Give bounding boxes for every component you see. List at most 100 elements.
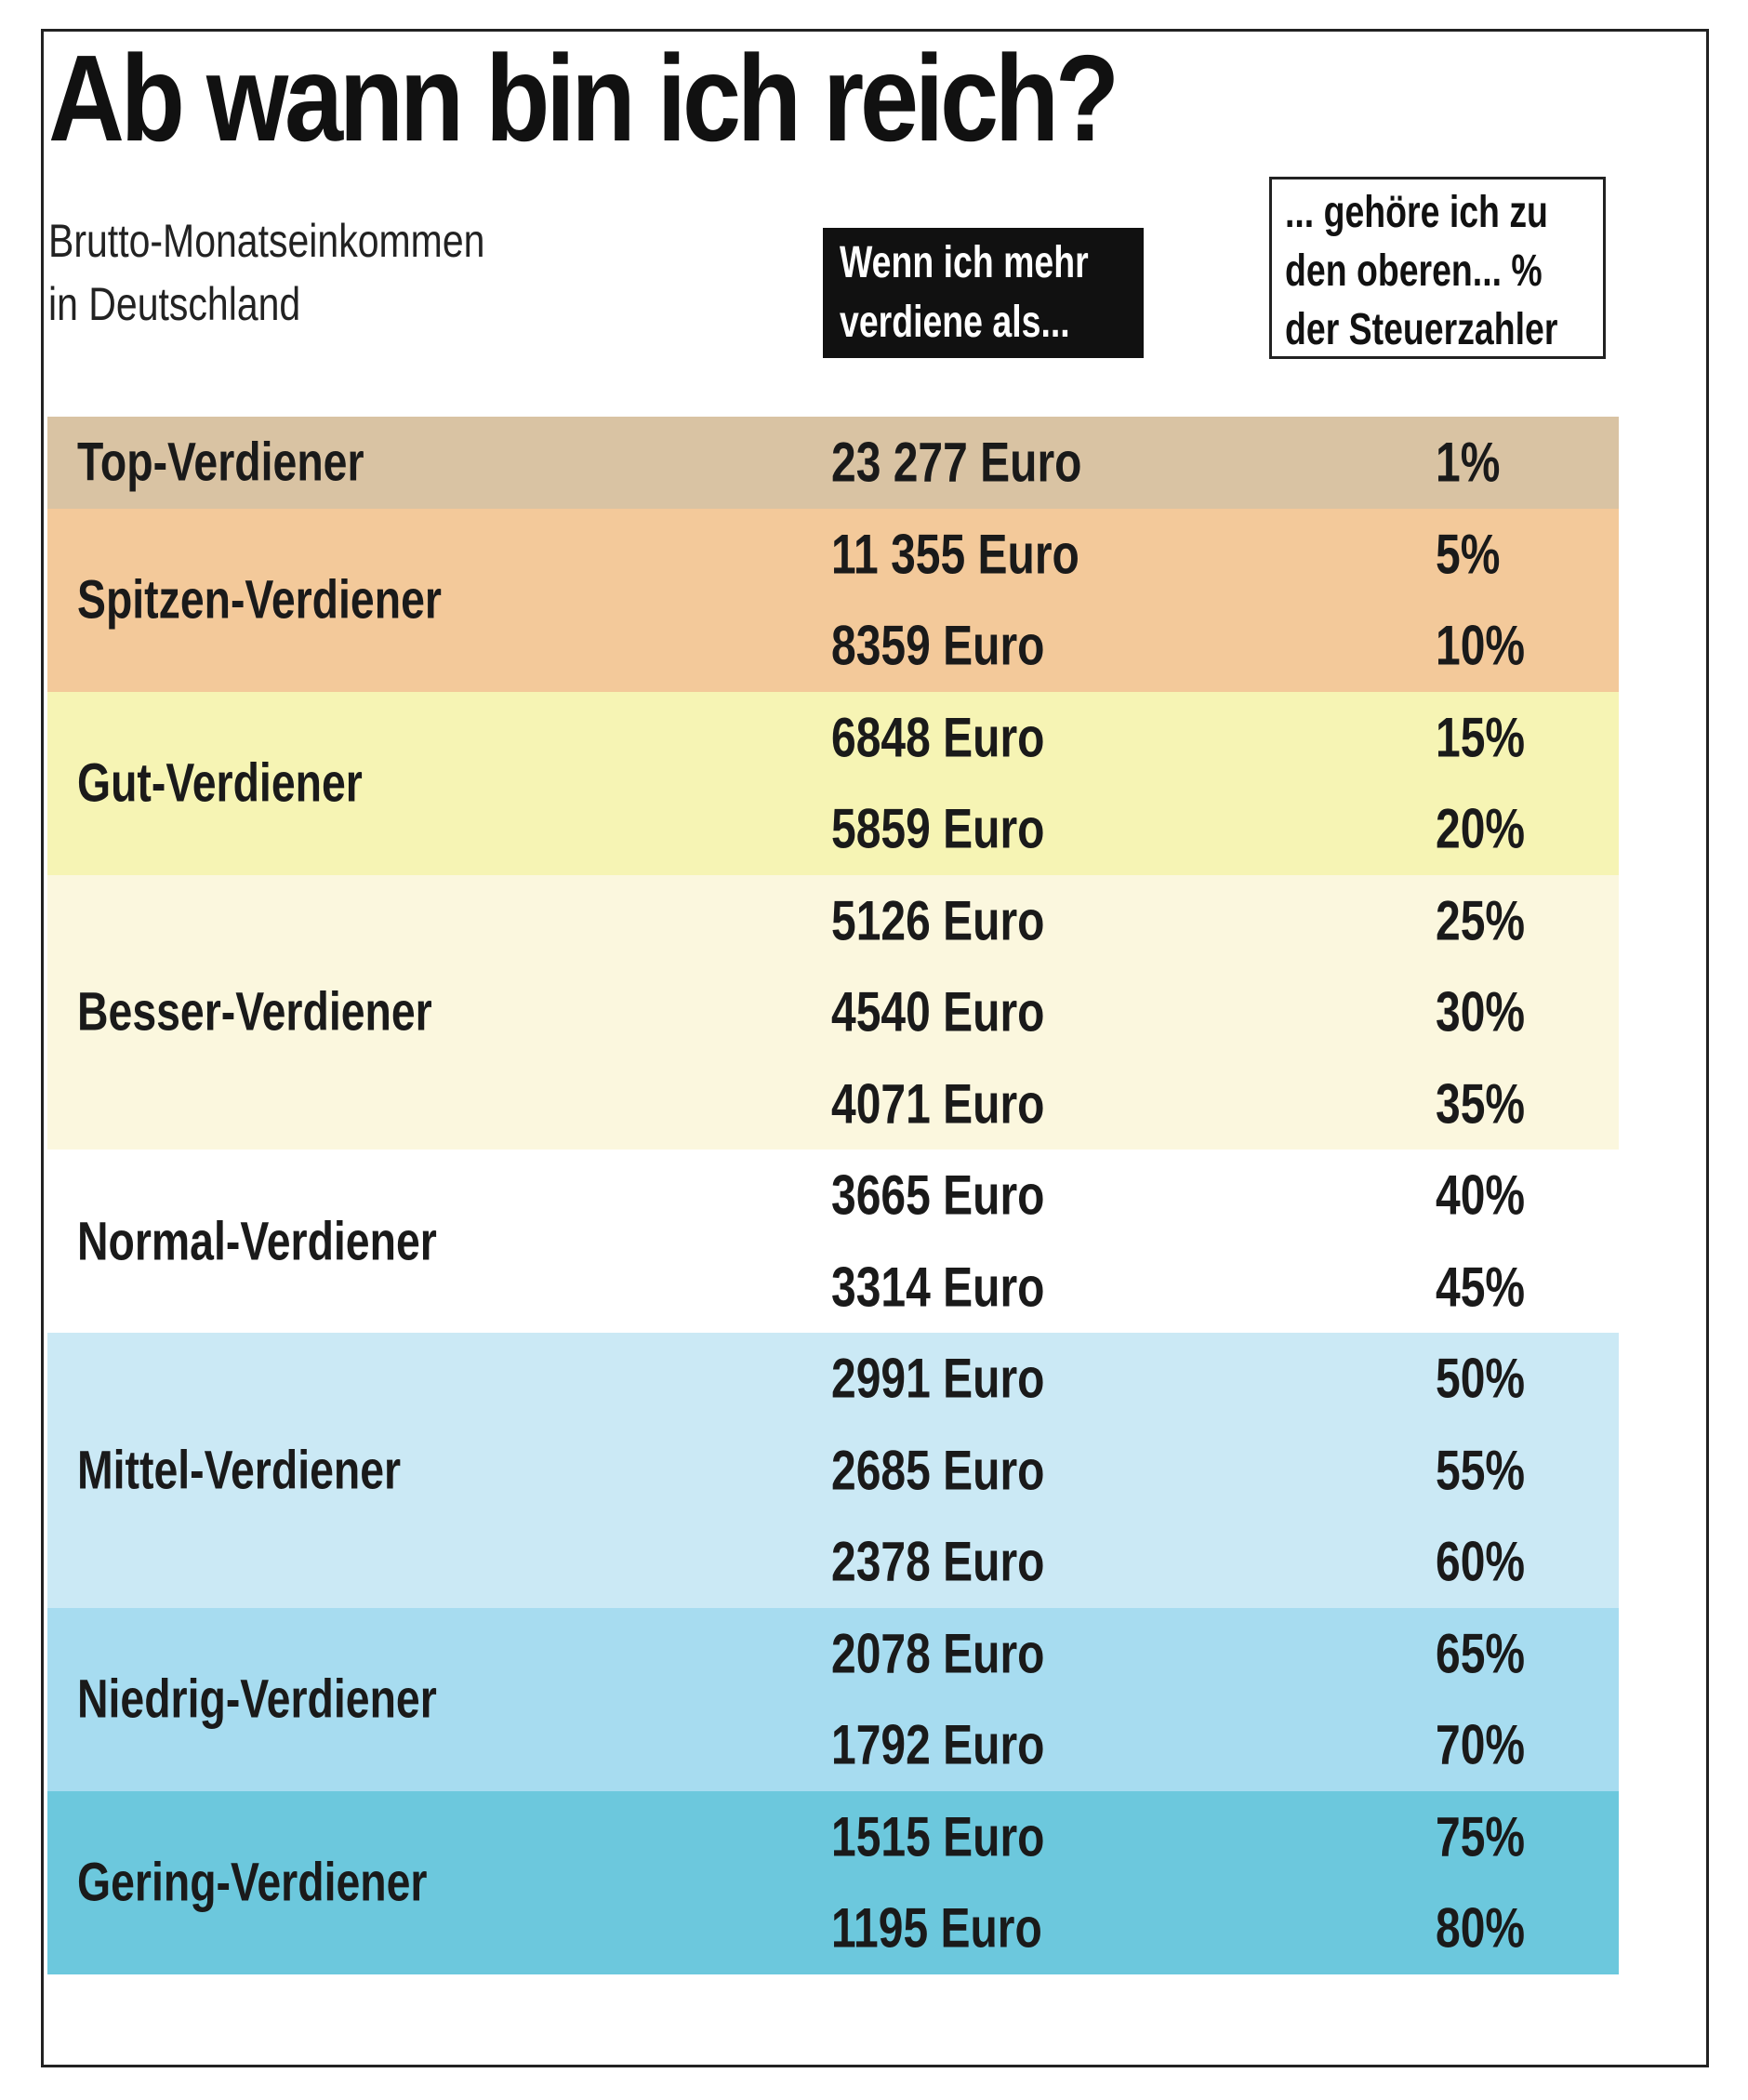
- percent-cell: 10%: [1436, 614, 1547, 678]
- column-header-percent-line-3: der Steuerzahler: [1285, 305, 1558, 354]
- amount-value: 1515 Euro: [831, 1805, 1045, 1868]
- percent-cell: 15%: [1436, 705, 1547, 769]
- percent-cell: 35%: [1436, 1071, 1547, 1136]
- percent-cell: 25%: [1436, 888, 1547, 952]
- table-group: Spitzen-Verdiener 11 355 Euro 5% 8359 Euro 1…: [47, 508, 1619, 692]
- percent-cell: 80%: [1436, 1896, 1547, 1960]
- column-header-percent-line-1: ... gehöre ich zu: [1285, 188, 1548, 237]
- table-row: 5859 Euro 20%: [47, 783, 1619, 875]
- amount-cell: 2991 Euro: [831, 1347, 1098, 1411]
- table-row: 11 355 Euro 5%: [47, 509, 1619, 601]
- group-label: Niedrig-Verdiener: [77, 1668, 526, 1731]
- amount-value: 3665 Euro: [831, 1163, 1045, 1227]
- amount-cell: 6848 Euro: [831, 705, 1098, 769]
- amount-value: 6848 Euro: [831, 706, 1045, 769]
- percent-value: 30%: [1436, 980, 1526, 1043]
- amount-cell: 4540 Euro: [831, 980, 1098, 1044]
- column-header-amount-line-2: verdiene als...: [840, 298, 1070, 347]
- amount-cell: 1195 Euro: [831, 1896, 1095, 1960]
- amount-cell: 5126 Euro: [831, 888, 1098, 952]
- income-table: Top-Verdiener 23 277 Euro 1% Spitzen-Verdie…: [47, 417, 1619, 1974]
- table-row: 8359 Euro 10%: [47, 600, 1619, 692]
- percent-cell: 60%: [1436, 1530, 1547, 1594]
- table-row: 2078 Euro 65%: [47, 1608, 1619, 1700]
- amount-value: 11 355 Euro: [831, 523, 1079, 586]
- percent-value: 20%: [1436, 797, 1526, 860]
- amount-value: 2991 Euro: [831, 1347, 1045, 1410]
- percent-value: 80%: [1436, 1896, 1526, 1960]
- table-row: 1792 Euro 70%: [47, 1699, 1619, 1791]
- table-row: 6848 Euro 15%: [47, 692, 1619, 784]
- subtitle-line-2: in Deutschland: [48, 278, 301, 330]
- amount-cell: 2685 Euro: [831, 1438, 1098, 1502]
- amount-value: 4071 Euro: [831, 1072, 1045, 1136]
- percent-value: 55%: [1436, 1439, 1526, 1502]
- amount-value: 1792 Euro: [831, 1713, 1045, 1776]
- column-header-amount: Wenn ich mehr verdiene als...: [823, 228, 1144, 358]
- amount-value: 2685 Euro: [831, 1439, 1045, 1502]
- amount-cell: 11 355 Euro: [831, 522, 1142, 586]
- table-row: 5126 Euro 25%: [47, 875, 1619, 967]
- column-header-amount-line-1: Wenn ich mehr: [840, 238, 1089, 287]
- amount-cell: 8359 Euro: [831, 614, 1098, 678]
- percent-value: 70%: [1436, 1713, 1526, 1776]
- amount-value: 2078 Euro: [831, 1622, 1045, 1685]
- group-label: Mittel-Verdiener: [77, 1439, 482, 1501]
- group-label: Top-Verdiener: [77, 432, 436, 494]
- percent-value: 40%: [1436, 1163, 1526, 1227]
- amount-value: 23 277 Euro: [831, 431, 1082, 494]
- amount-value: 4540 Euro: [831, 980, 1045, 1043]
- amount-cell: 23 277 Euro: [831, 431, 1145, 495]
- page-title: Ab wann bin ich reich?: [48, 30, 1119, 166]
- percent-value: 60%: [1436, 1530, 1526, 1593]
- subtitle-line-1: Brutto-Monatseinkommen: [48, 215, 485, 267]
- percent-cell: 30%: [1436, 980, 1547, 1044]
- percent-cell: 55%: [1436, 1438, 1547, 1502]
- group-label-text: Normal-Verdiener: [77, 1211, 437, 1271]
- amount-value: 1195 Euro: [831, 1896, 1042, 1960]
- percent-cell: 5%: [1436, 522, 1516, 586]
- amount-value: 5859 Euro: [831, 797, 1045, 860]
- group-label-text: Gut-Verdiener: [77, 752, 363, 814]
- percent-value: 10%: [1436, 614, 1526, 677]
- group-label-text: Besser-Verdiener: [77, 981, 432, 1043]
- percent-cell: 70%: [1436, 1713, 1547, 1777]
- column-header-percent: ... gehöre ich zu den oberen... % der St…: [1269, 177, 1606, 359]
- group-label-text: Spitzen-Verdiener: [77, 569, 442, 631]
- table-row: 4540 Euro 30%: [47, 966, 1619, 1058]
- table-row: 1515 Euro 75%: [47, 1791, 1619, 1883]
- table-group: Gering-Verdiener 1515 Euro 75% 1195 Euro 80%: [47, 1790, 1619, 1974]
- amount-cell: 2378 Euro: [831, 1530, 1098, 1594]
- amount-cell: 3314 Euro: [831, 1255, 1098, 1319]
- group-label: Besser-Verdiener: [77, 981, 521, 1043]
- percent-cell: 40%: [1436, 1163, 1547, 1228]
- subtitle: Brutto-Monatseinkommen in Deutschland: [48, 209, 484, 336]
- amount-cell: 5859 Euro: [831, 797, 1098, 861]
- table-row: 1195 Euro 80%: [47, 1882, 1619, 1974]
- percent-cell: 45%: [1436, 1255, 1547, 1319]
- table-group: Mittel-Verdiener 2991 Euro 50% 2685 Euro 55%…: [47, 1333, 1619, 1608]
- amount-value: 2378 Euro: [831, 1530, 1045, 1593]
- group-label-text: Gering-Verdiener: [77, 1852, 428, 1913]
- amount-cell: 4071 Euro: [831, 1071, 1098, 1136]
- table-group: Top-Verdiener 23 277 Euro 1%: [47, 417, 1619, 509]
- table-row: 4071 Euro 35%: [47, 1058, 1619, 1150]
- percent-cell: 20%: [1436, 797, 1547, 861]
- amount-cell: 3665 Euro: [831, 1163, 1098, 1228]
- table-group: Normal-Verdiener 3665 Euro 40% 3314 Euro 45%: [47, 1150, 1619, 1333]
- group-label: Spitzen-Verdiener: [77, 569, 533, 631]
- group-label-text: Niedrig-Verdiener: [77, 1668, 437, 1730]
- table-row: 3314 Euro 45%: [47, 1242, 1619, 1334]
- percent-cell: 1%: [1436, 431, 1516, 495]
- percent-value: 75%: [1436, 1805, 1526, 1868]
- percent-cell: 50%: [1436, 1347, 1547, 1411]
- table-group: Besser-Verdiener 5126 Euro 25% 4540 Euro 30%…: [47, 874, 1619, 1150]
- percent-value: 15%: [1436, 706, 1526, 769]
- table-row: 23 277 Euro 1%: [47, 417, 1619, 509]
- group-label: Normal-Verdiener: [77, 1210, 527, 1272]
- table-row: 3665 Euro 40%: [47, 1150, 1619, 1242]
- percent-cell: 75%: [1436, 1804, 1547, 1868]
- percent-value: 35%: [1436, 1072, 1526, 1136]
- percent-cell: 65%: [1436, 1621, 1547, 1685]
- amount-cell: 2078 Euro: [831, 1621, 1098, 1685]
